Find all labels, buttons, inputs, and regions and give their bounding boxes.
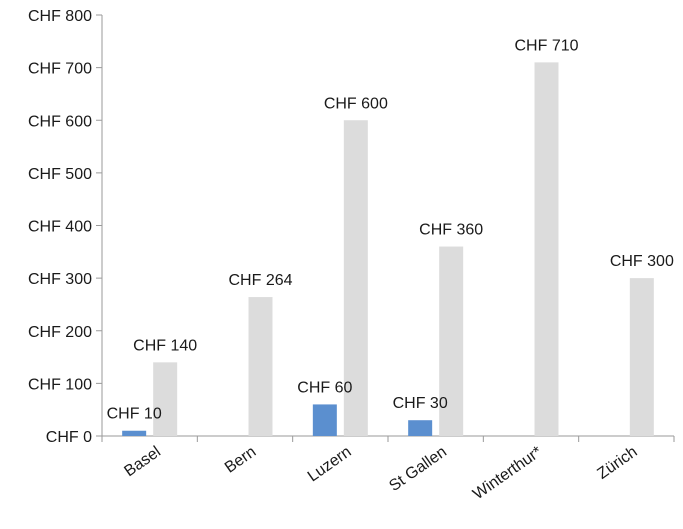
y-tick-label: CHF 700 <box>28 61 92 78</box>
x-tick-label: Bern <box>222 443 259 476</box>
data-labels: CHF 10 CHF 140 CHF 264 CHF 60 CHF 600 CHF 30 C… <box>107 37 674 422</box>
bar <box>343 120 368 436</box>
bars <box>122 62 654 437</box>
x-tick-label: Luzern <box>305 443 355 485</box>
bar-data-label: CHF 30 <box>393 395 448 412</box>
bar-data-label: CHF 264 <box>228 272 292 289</box>
bar <box>534 62 559 437</box>
x-tick-label: Basel <box>121 443 164 480</box>
bar <box>153 362 178 436</box>
y-tick-label: CHF 0 <box>46 429 92 446</box>
x-tick-label: Zürich <box>594 443 640 482</box>
bar-data-label: CHF 300 <box>610 253 674 270</box>
x-axis: Basel Bern Luzern St Gallen Winterthur* Züric… <box>101 435 675 503</box>
y-tick-label: CHF 500 <box>28 166 92 183</box>
bar-data-label: CHF 10 <box>107 406 162 423</box>
y-tick-label: CHF 300 <box>28 271 92 288</box>
bar-data-label: CHF 140 <box>133 337 197 354</box>
bar <box>629 278 654 436</box>
bar-data-label: CHF 60 <box>297 379 352 396</box>
x-tick-label: St Gallen <box>386 443 450 495</box>
y-tick-label: CHF 800 <box>28 8 92 25</box>
bar-data-label: CHF 710 <box>514 37 578 54</box>
bar <box>439 246 464 436</box>
y-tick-label: CHF 200 <box>28 324 92 341</box>
bar <box>248 297 273 436</box>
y-tick-label: CHF 400 <box>28 219 92 236</box>
y-axis: CHF 0 CHF 100 CHF 200 CHF 300 CHF 400 CHF 500… <box>28 8 103 446</box>
bar-data-label: CHF 360 <box>419 222 483 239</box>
bar <box>122 430 147 436</box>
y-tick-label: CHF 100 <box>28 376 92 393</box>
bar <box>312 404 337 436</box>
x-tick-label: Winterthur* <box>470 443 545 503</box>
bar <box>408 420 433 436</box>
y-tick-label: CHF 600 <box>28 113 92 130</box>
bar-data-label: CHF 600 <box>324 95 388 112</box>
